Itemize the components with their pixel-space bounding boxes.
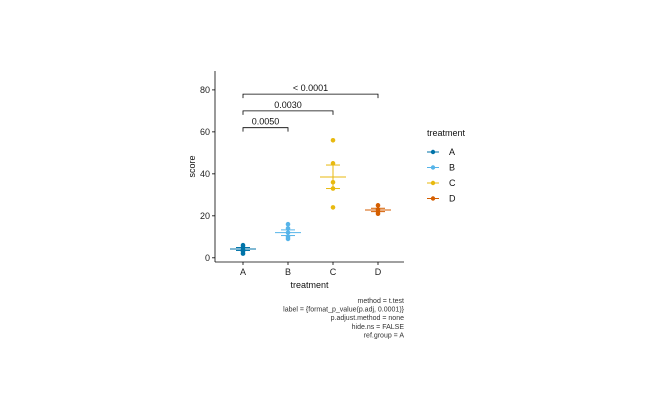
caption: method = t.test label = {format_p_value(p… (283, 298, 404, 339)
legend-label: B (449, 163, 455, 173)
legend-label: A (449, 147, 455, 157)
legend-title: treatment (427, 128, 466, 138)
legend-item-D: D (427, 194, 456, 204)
caption-line: p.adjust.method = none (331, 315, 404, 322)
legend-swatch-point (430, 196, 436, 201)
bracket-line (242, 110, 334, 115)
x-tick-label: D (375, 267, 382, 277)
legend-item-C: C (427, 178, 456, 188)
caption-line: method = t.test (358, 298, 405, 305)
legend-label: D (449, 194, 456, 204)
legend-item-A: A (427, 147, 455, 157)
comparison-bracket: 0.0030 (242, 100, 334, 115)
x-tick-label: C (330, 267, 337, 277)
y-tick-label: 40 (200, 169, 210, 179)
y-axis-title: score (187, 155, 197, 177)
comparison-bracket: 0.0050 (242, 117, 289, 132)
comparison-bracket: < 0.0001 (242, 83, 379, 99)
series-D (365, 203, 391, 217)
data-point (375, 211, 381, 217)
bracket-line (242, 93, 379, 99)
data-point (330, 137, 336, 143)
caption-line: hide.ns = FALSE (352, 324, 405, 331)
caption-line: label = {format_p_value(p.adj, 0.0001)} (283, 307, 404, 314)
bracket-label: 0.0050 (252, 117, 280, 127)
y-tick-label: 80 (200, 85, 210, 95)
x-axis-title: treatment (290, 280, 329, 290)
bracket-label: < 0.0001 (293, 83, 328, 93)
series-C (320, 137, 346, 210)
data-point (330, 161, 336, 166)
legend-swatch-point (430, 165, 436, 170)
data-point (375, 203, 381, 208)
series-B (275, 221, 301, 242)
legend-swatch-point (430, 180, 436, 186)
data-point (285, 236, 291, 242)
y-tick-label: 60 (200, 127, 210, 137)
bracket-label: 0.0030 (274, 100, 302, 110)
caption-line: ref.group = A (364, 332, 405, 339)
data-point (330, 205, 336, 210)
x-tick-label: B (285, 267, 291, 277)
legend-swatch-point (430, 149, 436, 155)
y-tick-label: 0 (205, 253, 210, 263)
series-A (230, 242, 256, 256)
data-point (285, 221, 291, 227)
y-tick-label: 20 (200, 211, 210, 221)
bracket-line (242, 127, 289, 132)
data-point (240, 251, 246, 256)
x-tick-label: A (240, 267, 246, 277)
legend-label: C (449, 178, 456, 188)
legend-item-B: B (427, 163, 455, 173)
